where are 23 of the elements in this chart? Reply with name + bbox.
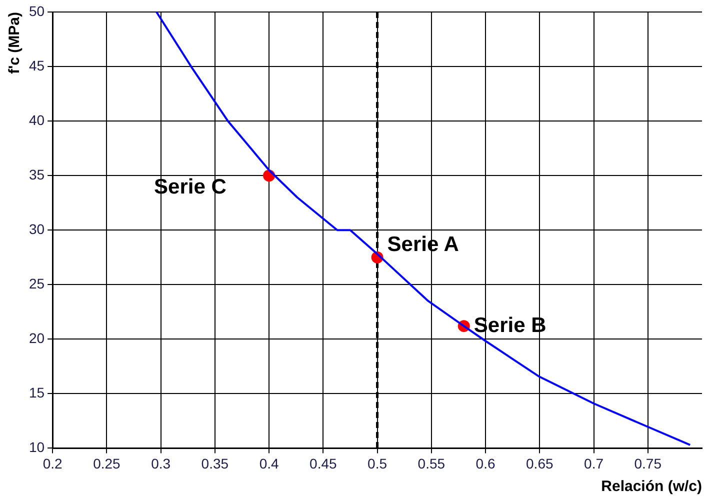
x-tick-label: 0.65 (526, 455, 554, 472)
x-tick-label: 0.6 (476, 455, 496, 472)
x-tick-label: 0.45 (310, 455, 338, 472)
y-tick-label: 50 (28, 2, 45, 19)
x-axis-title: Relación (w/c) (601, 478, 702, 496)
y-axis-title: f'c (MPa) (6, 12, 24, 74)
x-tick-label: 0.75 (634, 455, 662, 472)
y-tick-label: 10 (28, 439, 45, 456)
y-tick-label: 20 (28, 330, 45, 346)
x-tick-label: 0.3 (151, 455, 171, 472)
y-tick-label: 35 (28, 166, 45, 182)
x-tick-label: 0.5 (368, 455, 388, 472)
y-tick-label: 45 (28, 57, 45, 74)
x-tick-label: 0.2 (42, 455, 63, 472)
x-tick-label: 0.55 (418, 455, 446, 472)
y-tick-label: 15 (28, 384, 45, 401)
x-tick-label: 0.25 (93, 455, 121, 472)
y-tick-label: 25 (28, 275, 45, 292)
y-tick-label: 40 (28, 112, 45, 128)
x-tick-label: 0.4 (259, 455, 279, 472)
x-tick-label: 0.7 (584, 455, 604, 472)
y-tick-label: 30 (28, 220, 45, 237)
x-tick-label: 0.35 (201, 455, 229, 472)
